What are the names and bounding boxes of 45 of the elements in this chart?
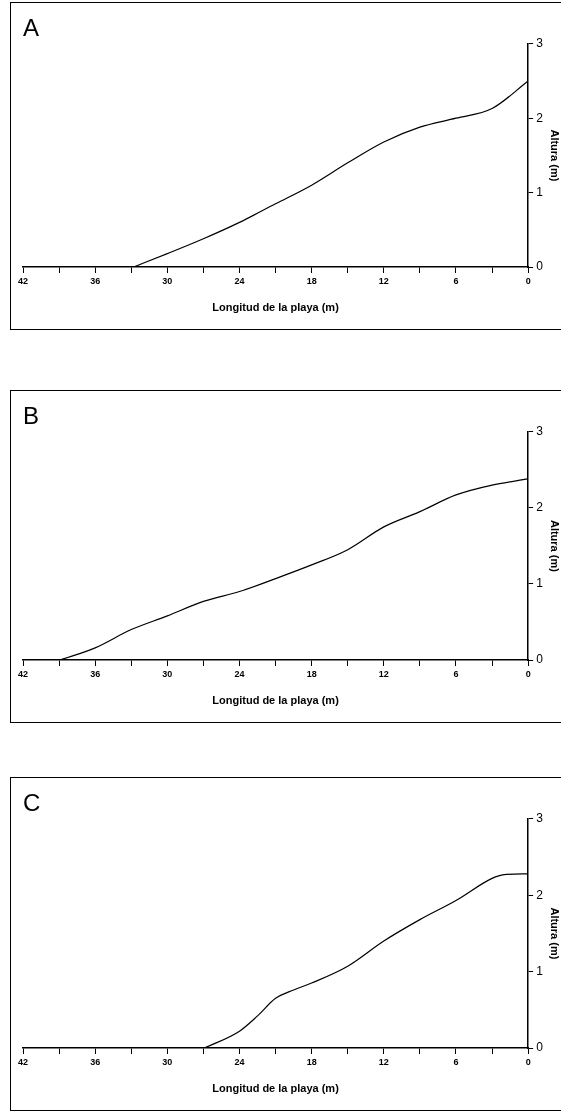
y-tick-label: 1 xyxy=(536,963,544,978)
x-tick-label: 0 xyxy=(525,668,531,679)
y-tick-label: 1 xyxy=(536,184,544,199)
x-tick-label: 30 xyxy=(162,668,173,679)
x-tick-label: 6 xyxy=(453,668,459,679)
x-tick-label: 12 xyxy=(378,668,389,679)
x-tick-label: 12 xyxy=(378,275,389,286)
y-tick-label: 0 xyxy=(536,652,544,667)
y-axis-title: Altura (m) xyxy=(549,129,561,182)
x-axis-title: Longitud de la playa (m) xyxy=(212,1082,340,1095)
y-tick-label: 3 xyxy=(536,811,544,826)
x-tick-label: 24 xyxy=(234,275,245,286)
x-tick-label: 36 xyxy=(90,275,101,286)
y-tick-label: 2 xyxy=(536,887,544,902)
x-tick-label: 18 xyxy=(306,275,317,286)
x-tick-label: 18 xyxy=(306,668,317,679)
x-tick-label: 24 xyxy=(234,668,245,679)
y-tick-label: 0 xyxy=(536,259,544,274)
x-tick-label: 0 xyxy=(525,1056,531,1067)
x-tick-label: 42 xyxy=(17,668,29,679)
y-tick-label: 3 xyxy=(536,36,544,51)
y-axis-title: Altura (m) xyxy=(549,519,561,573)
x-tick-label: 0 xyxy=(525,275,531,286)
x-axis-title: Longitud de la playa (m) xyxy=(212,301,340,314)
chart-title: A xyxy=(23,14,40,42)
y-tick-label: 2 xyxy=(536,500,544,515)
x-tick-label: 42 xyxy=(17,275,29,286)
x-tick-label: 30 xyxy=(162,1056,173,1067)
x-tick-label: 6 xyxy=(453,1056,459,1067)
y-tick-label: 0 xyxy=(536,1040,544,1055)
y-tick-label: 2 xyxy=(536,110,544,125)
x-tick-label: 12 xyxy=(378,1056,389,1067)
x-tick-label: 36 xyxy=(90,1056,101,1067)
x-tick-label: 30 xyxy=(162,275,173,286)
y-tick-label: 3 xyxy=(536,424,544,439)
chart-title: B xyxy=(23,402,40,430)
x-tick-label: 36 xyxy=(90,668,101,679)
x-tick-label: 24 xyxy=(234,1056,245,1067)
x-axis-title: Longitud de la playa (m) xyxy=(212,694,340,707)
x-tick-label: 18 xyxy=(306,1056,317,1067)
x-tick-label: 42 xyxy=(17,1056,29,1067)
chart-title: C xyxy=(23,789,41,817)
y-axis-title: Altura (m) xyxy=(549,907,561,960)
x-tick-label: 6 xyxy=(453,275,459,286)
y-tick-label: 1 xyxy=(536,576,544,591)
